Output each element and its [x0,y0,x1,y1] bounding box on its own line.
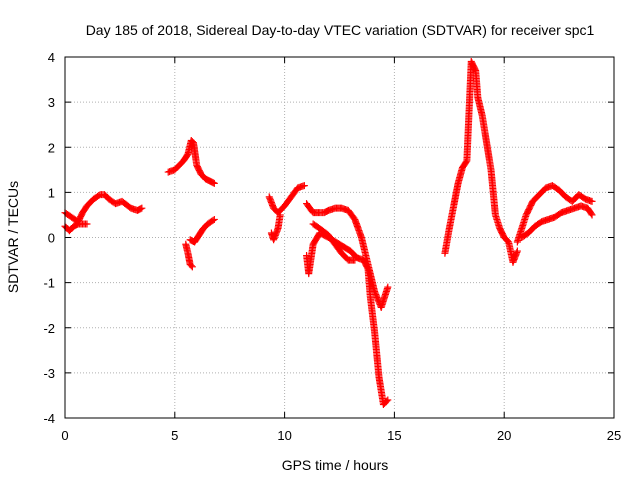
data-point [587,210,595,218]
x-tick-label: 5 [171,428,178,443]
y-axis-label: SDTVAR / TECUs [5,181,21,293]
x-tick-label: 25 [607,428,621,443]
chart-title: Day 185 of 2018, Sidereal Day-to-day VTE… [86,22,595,38]
data-point [210,179,218,187]
y-tick-label: 0 [48,231,55,246]
plot-frame [64,56,615,419]
y-tick-label: 3 [48,95,55,110]
y-tick-label: -3 [43,366,55,381]
y-tick-label: 2 [48,140,55,155]
x-tick-label: 15 [387,428,401,443]
data-point [209,216,217,224]
data-point [588,211,596,219]
y-tick-label: -4 [43,411,55,426]
data-point [276,211,284,219]
data-point [383,397,391,405]
x-axis-label: GPS time / hours [282,457,389,473]
y-tick-label: -2 [43,321,55,336]
x-tick-label: 20 [497,428,511,443]
data-point [300,182,308,190]
y-tick-label: 1 [48,185,55,200]
data-point [188,263,196,271]
data-point [384,283,392,291]
data-point [384,396,392,404]
data-point [351,256,359,264]
data-point [83,220,91,228]
axis-ticks: 0 5 10 15 20 25 -4 -3 -2 -1 0 1 2 3 4 [43,50,621,443]
x-tick-label: 0 [61,428,68,443]
x-tick-label: 10 [277,428,291,443]
data-points [61,58,596,408]
y-tick-label: -1 [43,276,55,291]
data-point [513,247,521,255]
data-point [588,197,596,205]
data-point [210,215,218,223]
y-tick-label: 4 [48,50,55,65]
grid-lines [65,57,614,418]
data-point [187,262,195,270]
data-point [138,204,146,212]
